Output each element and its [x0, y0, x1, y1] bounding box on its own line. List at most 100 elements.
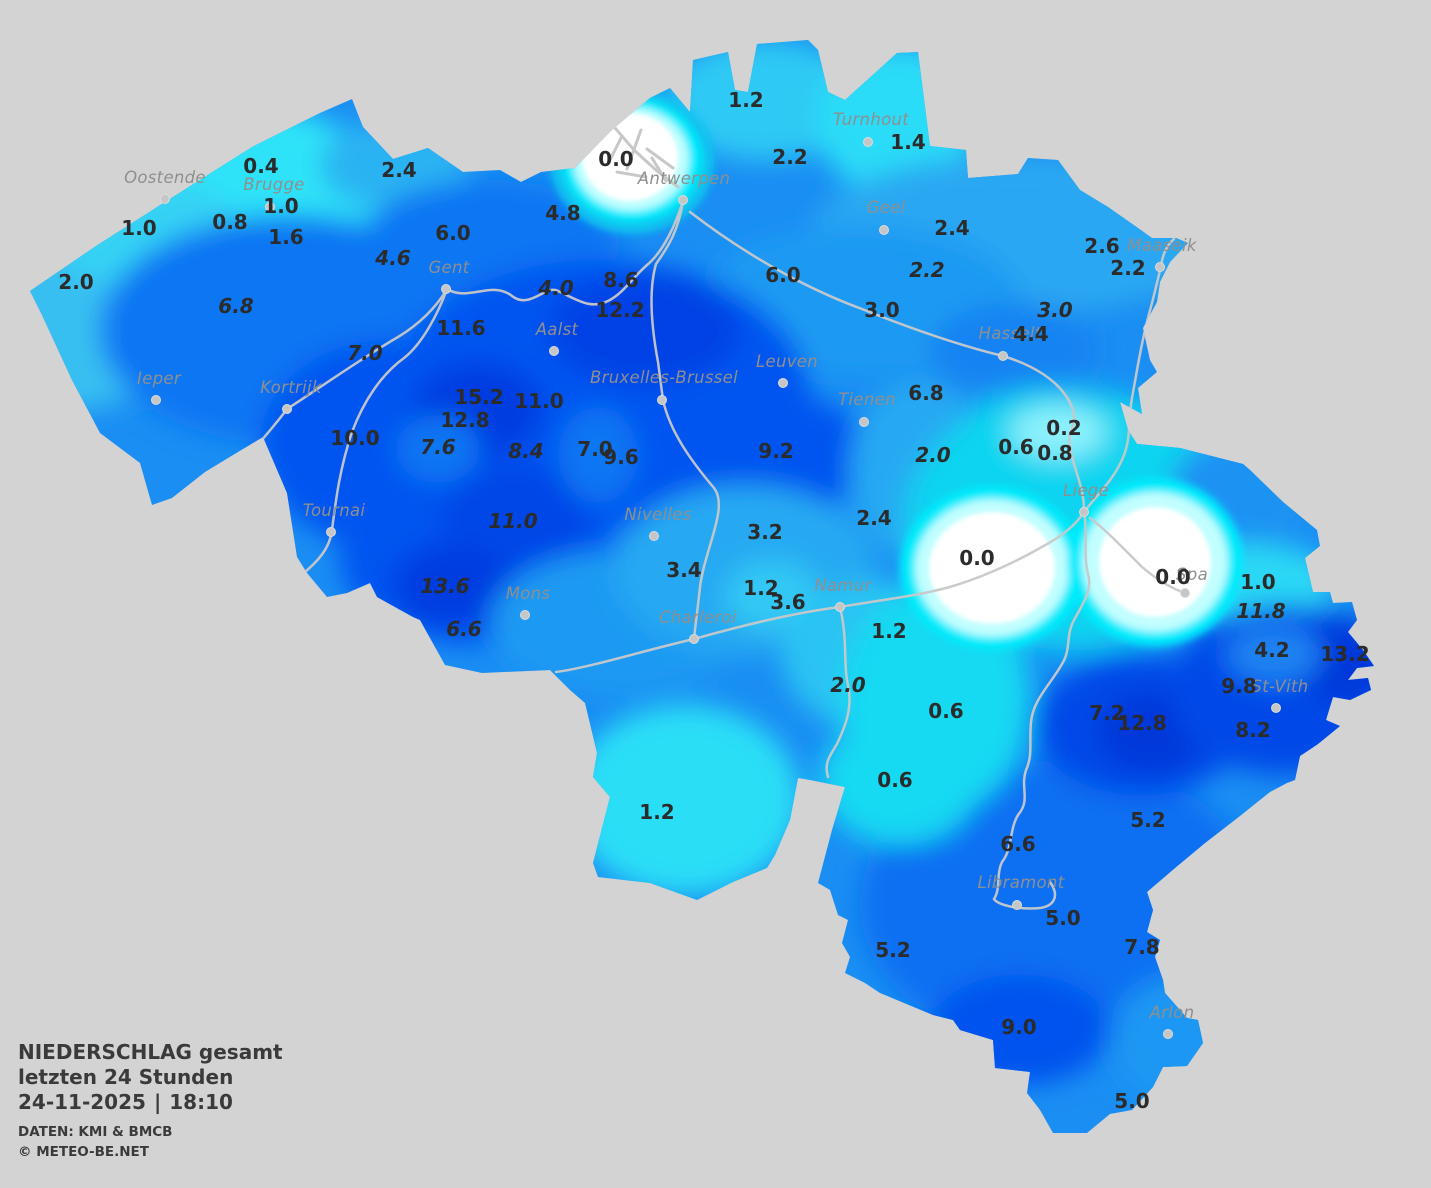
precip-value: 4.6: [375, 246, 411, 270]
precip-value: 0.0: [598, 147, 634, 171]
city-dot: [859, 417, 869, 427]
datetime-separator: |: [153, 1090, 162, 1114]
precip-value: 7.0: [577, 437, 613, 461]
precip-value: 4.8: [545, 201, 581, 225]
harbor-lines: [607, 119, 680, 189]
precip-value: 0.0: [1155, 565, 1191, 589]
city-label: Aalst: [535, 320, 579, 339]
precip-value: 8.4: [508, 439, 544, 463]
city-dot: [160, 194, 170, 204]
city-dot: [1180, 588, 1190, 598]
precip-value: 5.0: [1045, 906, 1081, 930]
precip-value: 7.6: [420, 435, 456, 459]
precip-value: 6.6: [446, 617, 482, 641]
copyright: © METEO-BE.NET: [18, 1144, 149, 1160]
precip-value: 1.2: [728, 88, 764, 112]
city-label: Tienen: [838, 390, 896, 409]
precip-value: 2.6: [1084, 234, 1120, 258]
precip-value: 13.6: [420, 574, 470, 598]
city-label: Liege: [1062, 481, 1110, 500]
precip-value: 0.6: [877, 768, 913, 792]
precip-value: 3.2: [747, 520, 783, 544]
map-time: 18:10: [169, 1090, 233, 1114]
precip-value: 4.2: [1254, 638, 1290, 662]
precip-value: 1.2: [743, 576, 779, 600]
precip-value: 9.8: [1221, 674, 1257, 698]
city-label: Tournai: [302, 501, 366, 520]
precip-value: 3.4: [666, 558, 702, 582]
precip-value: 3.6: [770, 590, 806, 614]
precip-value: 2.0: [915, 443, 951, 467]
precip-value: 15.2: [454, 385, 504, 409]
precip-value: 7.0: [347, 341, 383, 365]
city-dot: [151, 395, 161, 405]
precip-value: 1.4: [890, 130, 926, 154]
precip-value: 6.0: [765, 263, 801, 287]
city-dot: [835, 602, 845, 612]
river-leie: [246, 287, 449, 458]
city-dot: [998, 351, 1008, 361]
city-label: Ieper: [137, 369, 181, 388]
precip-value: 0.4: [243, 154, 279, 178]
precip-value: 8.2: [1235, 718, 1271, 742]
precip-value: 6.8: [908, 381, 944, 405]
precip-value: 1.2: [639, 800, 675, 824]
precip-value: 1.2: [871, 619, 907, 643]
precip-value: 9.0: [1001, 1015, 1037, 1039]
precip-value: 5.2: [1130, 808, 1166, 832]
city-dot: [678, 195, 688, 205]
city-dot: [778, 378, 788, 388]
river-ourthe: [992, 510, 1091, 910]
precip-contour-zones: [30, 40, 1374, 1105]
city-label: Mons: [505, 584, 551, 603]
precip-value: 9.6: [603, 445, 639, 469]
city-label: Bruxelles-Brussel: [590, 368, 738, 387]
precip-value: 11.8: [1236, 599, 1286, 623]
map-title-line1: NIEDERSCHLAG gesamt: [18, 1040, 283, 1064]
city-dot: [689, 634, 699, 644]
precip-value: 10.0: [330, 426, 380, 450]
city-label: Gent: [428, 258, 470, 277]
city-dot: [1163, 1029, 1173, 1039]
city-dot: [1271, 703, 1281, 713]
city-label: Libramont: [977, 873, 1065, 892]
map-title-line2: letzten 24 Stunden: [18, 1065, 234, 1089]
map-date: 24-11-2025: [18, 1090, 146, 1114]
precip-value: 0.8: [212, 210, 248, 234]
river-lines: [246, 199, 1184, 910]
city-label: Leuven: [756, 352, 818, 371]
data-source: DATEN: KMI & BMCB: [18, 1124, 173, 1140]
precip-value: 4.0: [538, 276, 574, 300]
precip-value: 11.0: [514, 389, 564, 413]
city-dot: [657, 395, 667, 405]
precip-value: 1.6: [268, 225, 304, 249]
city-dot: [879, 225, 889, 235]
city-dot: [326, 527, 336, 537]
precip-value: 4.4: [1013, 322, 1049, 346]
city-label: Spa: [1176, 565, 1208, 584]
precip-value: 0.0: [959, 546, 995, 570]
albert-canal: [688, 210, 1086, 514]
precip-value: 8.6: [603, 268, 639, 292]
river-schelde: [298, 199, 685, 578]
precip-value: 7.8: [1124, 935, 1160, 959]
precip-value: 12.2: [595, 298, 645, 322]
precip-value: 1.0: [1240, 570, 1276, 594]
title-block: NIEDERSCHLAG gesamt letzten 24 Stunden 2…: [18, 1040, 283, 1162]
precip-value: 2.4: [934, 216, 970, 240]
precip-value: 0.8: [1037, 441, 1073, 465]
precip-value: 6.6: [1000, 832, 1036, 856]
city-dot: [549, 346, 559, 356]
precip-value: 12.8: [440, 408, 490, 432]
precip-value: 2.4: [381, 158, 417, 182]
precip-value: 3.0: [1037, 298, 1073, 322]
precip-value: 3.0: [864, 298, 900, 322]
precip-value: 6.0: [435, 221, 471, 245]
precip-value: 1.0: [121, 216, 157, 240]
city-label: St-Vith: [1251, 677, 1309, 696]
city-dot: [649, 531, 659, 541]
river-meuse-upper: [825, 605, 851, 779]
city-label: Charleroi: [659, 608, 737, 627]
precip-value: 6.8: [218, 294, 254, 318]
